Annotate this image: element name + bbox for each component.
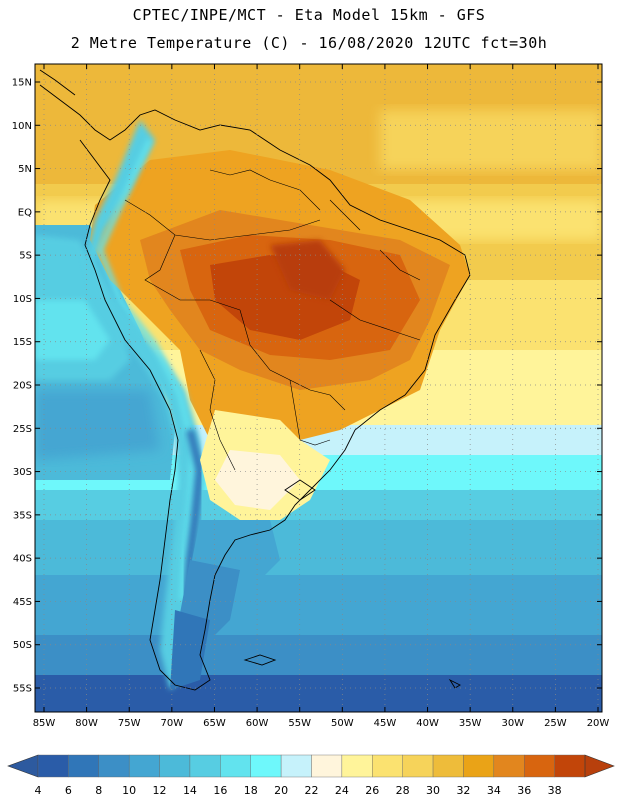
colorbar-swatch (432, 754, 464, 778)
colorbar-label: 38 (547, 784, 562, 797)
lon-label: 70W (161, 718, 184, 729)
colorbar-label: 34 (486, 784, 501, 797)
colorbar-swatch (372, 754, 403, 778)
lat-label: 55S (13, 684, 32, 695)
lat-label: 45S (13, 597, 32, 608)
colorbar-swatch (280, 754, 312, 778)
map-subtitle: 2 Metre Temperature (C) - 16/08/2020 12U… (70, 34, 548, 52)
lat-label: 15N (12, 78, 32, 89)
lon-label: 50W (331, 718, 354, 729)
lat-label: 5N (18, 164, 32, 175)
colorbar-label: 20 (274, 784, 289, 797)
colorbar-high-arrow (584, 754, 615, 778)
lat-label: 5S (19, 251, 32, 262)
colorbar-label: 14 (182, 784, 197, 797)
lat-label: 10N (12, 121, 32, 132)
lon-label: 80W (75, 718, 98, 729)
colorbar-swatch (463, 754, 495, 778)
colorbar-label: 28 (395, 784, 410, 797)
lon-label: 75W (118, 718, 141, 729)
lat-label: 10S (13, 294, 32, 305)
lat-label: 40S (13, 554, 32, 565)
lon-label: 60W (246, 718, 269, 729)
lon-label: 30W (501, 718, 524, 729)
colorbar-label: 6 (64, 784, 72, 797)
map-title: CPTEC/INPE/MCT - Eta Model 15km - GFS (132, 6, 486, 24)
map-axes: 15N 10N 5N EQ 5S 10S 15S 20S 25S 30S 35S 40S 45S 50S 5… (12, 64, 610, 729)
colorbar-swatch (493, 754, 525, 778)
colorbar-swatch (554, 754, 586, 778)
coastline (39, 69, 471, 691)
colorbar-swatch (250, 754, 282, 778)
lon-label: 55W (288, 718, 311, 729)
colorbar-swatch (98, 754, 130, 778)
colorbar-swatch (524, 754, 555, 778)
colorbar-label: 4 (34, 784, 42, 797)
colorbar-swatch (68, 754, 99, 778)
colorbar-swatch (220, 754, 251, 778)
lon-label: 85W (33, 718, 56, 729)
colorbar-label: 36 (517, 784, 532, 797)
lon-label: 25W (544, 718, 567, 729)
colorbar (7, 754, 615, 778)
colorbar-swatch (341, 754, 373, 778)
lon-label: 65W (203, 718, 226, 729)
colorbar-label: 8 (95, 784, 103, 797)
temperature-field (35, 64, 602, 712)
lat-label: EQ (18, 207, 32, 218)
lon-label: 20W (587, 718, 610, 729)
colorbar-swatch (159, 754, 191, 778)
map-frame (34, 63, 603, 713)
lat-label: 35S (13, 510, 32, 521)
colorbar-swatch (189, 754, 221, 778)
lat-label: 20S (13, 381, 32, 392)
lon-label: 40W (416, 718, 439, 729)
lat-label: 30S (13, 467, 32, 478)
colorbar-label: 22 (304, 784, 319, 797)
colorbar-label: 32 (456, 784, 471, 797)
lon-label: 45W (374, 718, 397, 729)
colorbar-label: 24 (334, 784, 349, 797)
colorbar-swatch (311, 754, 343, 778)
lat-label: 25S (13, 424, 32, 435)
colorbar-swatch (37, 754, 69, 778)
colorbar-label: 30 (426, 784, 441, 797)
colorbar-swatch (402, 754, 434, 778)
colorbar-label: 16 (213, 784, 228, 797)
lat-label: 50S (13, 640, 32, 651)
colorbar-label: 12 (152, 784, 167, 797)
lat-label: 15S (13, 337, 32, 348)
colorbar-label: 26 (365, 784, 380, 797)
colorbar-swatch (128, 754, 160, 778)
graticule (35, 64, 602, 712)
lon-label: 35W (459, 718, 482, 729)
colorbar-label: 18 (243, 784, 258, 797)
colorbar-label: 10 (122, 784, 137, 797)
colorbar-low-arrow (7, 754, 39, 778)
